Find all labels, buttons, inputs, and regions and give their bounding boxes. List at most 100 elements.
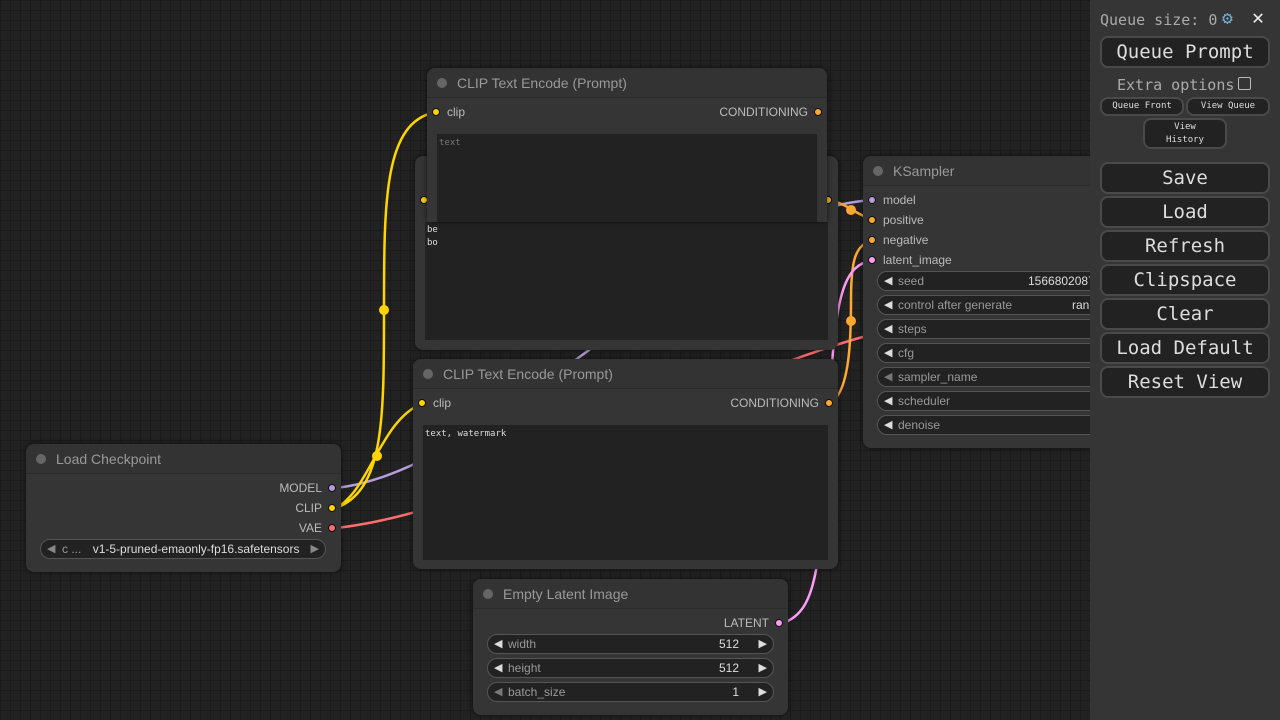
positive-input-dot[interactable]	[868, 216, 876, 224]
vae-output-dot[interactable]	[328, 524, 336, 532]
widget-value: 512	[718, 637, 739, 651]
node-title[interactable]: Load Checkpoint	[26, 444, 341, 474]
widget-label: c ...	[62, 542, 82, 556]
node-title-text: Empty Latent Image	[503, 586, 629, 602]
arrow-left-icon[interactable]: ◀	[884, 395, 893, 407]
clip-input-label: clip	[447, 105, 466, 119]
close-icon[interactable]: ✕	[1252, 5, 1265, 29]
seed-widget[interactable]: ◀ seed 1566802087	[877, 271, 1090, 291]
load-button[interactable]: Load	[1100, 196, 1270, 228]
node-title-text: KSampler	[893, 163, 955, 179]
widget-label: height	[508, 661, 541, 675]
arrow-left-icon[interactable]: ◀	[884, 347, 893, 359]
queue-size: Queue size: 0	[1100, 11, 1218, 29]
queue-prompt-button[interactable]: Queue Prompt	[1100, 36, 1270, 68]
arrow-right-icon[interactable]: ▶	[758, 662, 767, 674]
arrow-right-icon[interactable]: ▶	[310, 543, 319, 555]
prompt-textarea[interactable]: text	[437, 134, 817, 222]
node-title[interactable]: CLIP Text Encode (Prompt)	[413, 359, 838, 389]
node-title[interactable]: Empty Latent Image	[473, 579, 788, 609]
widget-value: 1566802087	[1028, 274, 1090, 288]
batch-size-widget[interactable]: ◀ batch_size 1 ▶	[487, 682, 774, 702]
view-history-label: View	[1174, 122, 1196, 132]
conditioning-output-label: CONDITIONING	[719, 105, 808, 119]
view-queue-button[interactable]: View Queue	[1186, 97, 1270, 116]
load-checkpoint-node[interactable]: Load Checkpoint MODEL CLIP VAE ◀ c ... v…	[26, 444, 341, 572]
wire-midpoint[interactable]	[846, 205, 856, 215]
wire-midpoint[interactable]	[372, 451, 382, 461]
sampler-name-widget[interactable]: ◀ sampler_name	[877, 367, 1090, 387]
arrow-left-icon[interactable]: ◀	[884, 323, 893, 335]
denoise-widget[interactable]: ◀ denoise	[877, 415, 1090, 435]
empty-latent-image-node[interactable]: Empty Latent Image LATENT ◀ width 512 ▶ ◀ he…	[473, 579, 788, 715]
ksampler-node[interactable]: KSampler model positive negative latent_…	[863, 156, 1090, 448]
positive-input-label: positive	[883, 213, 924, 227]
collapse-dot[interactable]	[423, 369, 433, 379]
cfg-widget[interactable]: ◀ cfg	[877, 343, 1090, 363]
collapse-dot[interactable]	[873, 166, 883, 176]
load-default-button[interactable]: Load Default	[1100, 332, 1270, 364]
vae-output-label: VAE	[298, 521, 322, 535]
clip-output-label: CLIP	[295, 501, 322, 515]
arrow-left-icon[interactable]: ◀	[494, 686, 503, 698]
height-widget[interactable]: ◀ height 512 ▶	[487, 658, 774, 678]
wire-midpoint[interactable]	[846, 316, 856, 326]
widget-value: ran	[1072, 298, 1090, 312]
model-input-dot[interactable]	[868, 196, 876, 204]
latent-input-dot[interactable]	[868, 256, 876, 264]
collapse-dot[interactable]	[36, 454, 46, 464]
arrow-left-icon[interactable]: ◀	[494, 638, 503, 650]
negative-input-dot[interactable]	[868, 236, 876, 244]
save-button[interactable]: Save	[1100, 162, 1270, 194]
latent-output-dot[interactable]	[775, 619, 783, 627]
view-history-button[interactable]: View History	[1143, 118, 1227, 149]
extra-options-checkbox[interactable]	[1238, 77, 1251, 90]
arrow-left-icon[interactable]: ◀	[884, 275, 893, 287]
steps-widget[interactable]: ◀ steps	[877, 319, 1090, 339]
graph-canvas[interactable]: be bo CLIP Text Encode (Prompt) clip CON…	[0, 0, 1090, 720]
refresh-button[interactable]: Refresh	[1100, 230, 1270, 262]
clear-button[interactable]: Clear	[1100, 298, 1270, 330]
scheduler-widget[interactable]: ◀ scheduler	[877, 391, 1090, 411]
gear-icon[interactable]: ⚙	[1222, 8, 1233, 29]
arrow-left-icon[interactable]: ◀	[47, 543, 56, 555]
conditioning-output-dot[interactable]	[825, 399, 833, 407]
reset-view-button[interactable]: Reset View	[1100, 366, 1270, 398]
widget-label: sampler_name	[898, 370, 978, 384]
arrow-left-icon[interactable]: ◀	[884, 371, 893, 383]
clip-input-dot[interactable]	[432, 108, 440, 116]
extra-options-label: Extra options	[1117, 76, 1235, 94]
clip-output-dot[interactable]	[328, 504, 336, 512]
node-title[interactable]: KSampler	[863, 156, 1090, 186]
clip-input-dot[interactable]	[418, 399, 426, 407]
arrow-left-icon[interactable]: ◀	[884, 419, 893, 431]
model-output-dot[interactable]	[328, 484, 336, 492]
ckpt-name-combo[interactable]: ◀ c ... v1-5-pruned-emaonly-fp16.safeten…	[40, 539, 326, 559]
collapse-dot[interactable]	[437, 78, 447, 88]
conditioning-output-dot[interactable]	[814, 108, 822, 116]
negative-input-label: negative	[883, 233, 929, 247]
widget-label: seed	[898, 274, 925, 288]
node-title[interactable]: CLIP Text Encode (Prompt)	[427, 68, 827, 98]
queue-front-button[interactable]: Queue Front	[1100, 97, 1184, 116]
model-output-label: MODEL	[279, 481, 322, 495]
arrow-right-icon[interactable]: ▶	[758, 686, 767, 698]
view-history-label: History	[1166, 135, 1204, 145]
width-widget[interactable]: ◀ width 512 ▶	[487, 634, 774, 654]
collapse-dot[interactable]	[483, 589, 493, 599]
clip-text-encode-node-negative[interactable]: CLIP Text Encode (Prompt) clip CONDITION…	[413, 359, 838, 569]
model-input-label: model	[883, 193, 916, 207]
conditioning-output-label: CONDITIONING	[730, 396, 819, 410]
wire-midpoint[interactable]	[379, 305, 389, 315]
clipspace-button[interactable]: Clipspace	[1100, 264, 1270, 296]
prompt-textarea[interactable]: be bo	[425, 222, 828, 340]
widget-value: 1	[732, 685, 739, 699]
prompt-textarea[interactable]: text, watermark	[423, 425, 828, 560]
arrow-right-icon[interactable]: ▶	[758, 638, 767, 650]
arrow-left-icon[interactable]: ◀	[884, 299, 893, 311]
control-after-generate-widget[interactable]: ◀ control after generate ran	[877, 295, 1090, 315]
clip-text-encode-node-positive[interactable]: CLIP Text Encode (Prompt) clip CONDITION…	[427, 68, 827, 222]
widget-label: batch_size	[508, 685, 566, 699]
widget-value: v1-5-pruned-emaonly-fp16.safetensors	[92, 542, 300, 556]
arrow-left-icon[interactable]: ◀	[494, 662, 503, 674]
